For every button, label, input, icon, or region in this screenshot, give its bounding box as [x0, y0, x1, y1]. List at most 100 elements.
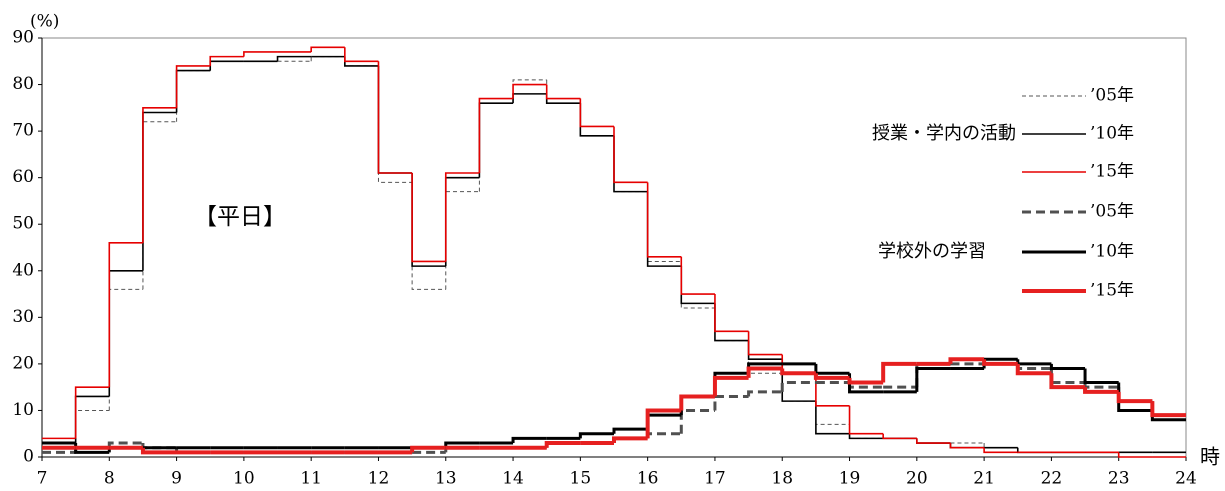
step-segment — [411, 173, 446, 267]
x-tick-label: 10 — [233, 469, 255, 489]
y-tick-label: 90 — [12, 28, 34, 48]
step-segment — [813, 373, 850, 380]
step-segment — [646, 432, 682, 439]
step-segment — [108, 242, 143, 388]
step-segment — [411, 173, 446, 263]
step-segment — [849, 424, 884, 439]
step-segment — [142, 121, 177, 290]
y-tick-label: 0 — [23, 447, 34, 467]
x-tick-label: 7 — [37, 469, 48, 489]
x-tick-label: 8 — [104, 469, 115, 489]
step-segment — [209, 60, 244, 71]
step-segment — [814, 363, 850, 375]
series — [42, 56, 1186, 458]
step-segment — [747, 390, 783, 397]
step-segment — [680, 256, 715, 295]
step-segment — [545, 84, 581, 100]
step-segment — [344, 47, 379, 63]
legend-label: ’05年 — [1090, 86, 1134, 106]
step-segment — [612, 427, 648, 434]
step-segment — [815, 401, 850, 425]
legend-label: ’10年 — [1090, 242, 1134, 262]
x-tick-label: 24 — [1175, 469, 1197, 489]
legend-label: ’15年 — [1090, 162, 1134, 182]
x-tick-label: 11 — [300, 469, 322, 489]
x-axis-unit: 時 — [1200, 445, 1220, 469]
x-tick-label: 13 — [435, 469, 457, 489]
step-segment — [746, 366, 783, 378]
x-tick-label: 21 — [973, 469, 995, 489]
x-tick-label: 9 — [171, 469, 182, 489]
step-segment — [142, 111, 177, 271]
x-tick-label: 18 — [771, 469, 793, 489]
x-tick-label: 12 — [368, 469, 390, 489]
step-segment — [1117, 452, 1153, 458]
step-segment — [243, 51, 278, 57]
step-segment — [646, 413, 682, 430]
legend-label: ’15年 — [1090, 281, 1134, 301]
step-segment — [747, 331, 783, 356]
step-segment — [983, 443, 1018, 449]
x-tick-label: 20 — [906, 469, 928, 489]
step-segment — [712, 375, 749, 397]
y-tick-label: 70 — [12, 121, 34, 141]
step-segment — [410, 445, 446, 453]
step-segment — [1083, 387, 1119, 394]
plot-frame — [41, 37, 1187, 458]
step-segment — [579, 98, 614, 128]
step-segment — [75, 409, 110, 444]
step-segment — [579, 98, 614, 137]
step-segment — [780, 381, 816, 392]
step-segment — [714, 294, 749, 333]
step-segment — [680, 261, 715, 309]
step-segment — [377, 65, 413, 183]
x-tick-label: 22 — [1041, 469, 1063, 489]
step-segment — [747, 340, 783, 361]
step-segment — [815, 401, 850, 435]
step-segment — [176, 70, 211, 122]
step-segment — [1083, 368, 1119, 385]
y-tick-label: 60 — [12, 167, 34, 187]
x-tick-label: 14 — [502, 469, 524, 489]
annotation: 【平日】 — [194, 204, 286, 230]
step-segment — [714, 308, 749, 342]
x-tick-label: 23 — [1108, 469, 1130, 489]
y-axis-label: (%) — [30, 12, 59, 32]
step-segment — [948, 357, 985, 364]
legend-label: ’05年 — [1090, 202, 1134, 222]
step-segment — [916, 438, 951, 444]
step-segment — [613, 135, 648, 193]
step-segment — [478, 102, 514, 192]
step-segment — [1117, 387, 1153, 403]
step-segment — [1015, 363, 1052, 376]
step-segment — [646, 191, 682, 267]
step-segment — [445, 191, 480, 290]
step-segment — [478, 102, 514, 178]
step-segment — [512, 93, 547, 104]
legend-label: ’10年 — [1090, 124, 1134, 144]
step-segment — [612, 436, 648, 444]
step-segment — [444, 176, 480, 267]
step-segment — [847, 377, 884, 385]
step-segment — [1117, 382, 1153, 412]
step-segment — [780, 368, 816, 376]
legend-group-label: 学校外の学習 — [878, 241, 986, 262]
step-segment — [411, 182, 446, 290]
y-tick-label: 30 — [12, 307, 34, 327]
step-segment — [209, 60, 244, 71]
x-tick-label: 16 — [637, 469, 659, 489]
step-segment — [647, 191, 682, 262]
step-segment — [679, 408, 715, 434]
step-segment — [848, 433, 884, 440]
step-segment — [1150, 401, 1186, 417]
step-segment — [613, 135, 648, 193]
y-tick-label: 80 — [12, 74, 34, 94]
step-segment — [1116, 391, 1153, 404]
step-segment — [679, 394, 715, 416]
step-segment — [645, 408, 682, 439]
step-segment — [679, 394, 715, 411]
step-segment — [546, 79, 581, 100]
step-segment — [512, 79, 547, 104]
series — [42, 46, 1186, 458]
series — [42, 357, 1186, 455]
